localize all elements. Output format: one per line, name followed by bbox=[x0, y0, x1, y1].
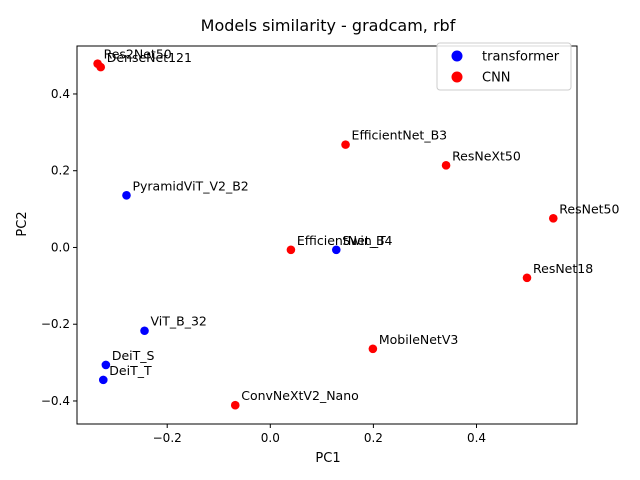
data-point bbox=[522, 273, 532, 283]
data-point bbox=[331, 245, 341, 255]
point-label: ResNet50 bbox=[559, 201, 619, 216]
x-tick-label: 0.4 bbox=[467, 431, 486, 445]
y-axis-label: PC2 bbox=[15, 211, 30, 236]
plot-area: −0.2 0.0 0.2 0.4 −0.4 −0.2 0.0 0.2 0.4 PyramidViT… bbox=[41, 45, 620, 445]
chart-title: Models similarity - gradcam, rbf bbox=[201, 16, 456, 35]
point-label: DeiT_T bbox=[109, 363, 152, 378]
x-axis-label: PC1 bbox=[315, 451, 340, 466]
point-label: Swin_T bbox=[342, 233, 386, 248]
data-point bbox=[341, 140, 350, 149]
legend-entry-label: transformer bbox=[482, 50, 560, 65]
point-label: Res2Net50 bbox=[104, 47, 172, 62]
x-tick-label: 0.2 bbox=[364, 431, 383, 445]
axes-frame bbox=[76, 45, 578, 425]
data-point bbox=[96, 62, 106, 72]
legend-marker bbox=[451, 50, 463, 62]
y-tick-label: 0.0 bbox=[51, 240, 70, 254]
point-label: ResNeXt50 bbox=[452, 148, 521, 163]
data-point bbox=[230, 400, 240, 410]
data-point bbox=[441, 161, 451, 170]
point-label: ConvNeXtV2_Nano bbox=[241, 388, 359, 403]
point-label: DenseNet121 bbox=[107, 50, 192, 65]
point-label: MobileNetV3 bbox=[379, 332, 458, 347]
y-tick-label: −0.2 bbox=[41, 317, 70, 331]
data-point bbox=[101, 360, 111, 370]
data-point bbox=[140, 326, 149, 336]
data-point bbox=[286, 245, 296, 255]
legend-entry-label: CNN bbox=[482, 71, 511, 86]
y-tick-label: 0.2 bbox=[51, 164, 70, 178]
point-label: ViT_B_32 bbox=[151, 314, 207, 329]
legend-box bbox=[436, 42, 572, 91]
legend-marker bbox=[451, 71, 463, 83]
point-label: EfficientNet_B3 bbox=[352, 128, 448, 143]
point-label: PyramidViT_V2_B2 bbox=[132, 178, 248, 193]
data-point bbox=[98, 375, 108, 385]
point-label: DeiT_S bbox=[112, 348, 155, 363]
y-tick-label: 0.4 bbox=[51, 87, 70, 101]
legend: transformer CNN bbox=[436, 42, 572, 91]
x-tick-label: −0.2 bbox=[153, 431, 182, 445]
x-tick-label: 0.0 bbox=[261, 431, 280, 445]
data-point bbox=[548, 214, 558, 223]
data-point bbox=[368, 344, 378, 354]
point-label: EfficientNet_B4 bbox=[297, 233, 393, 248]
point-label: ResNet18 bbox=[533, 261, 593, 276]
data-point bbox=[122, 190, 131, 200]
y-tick-label: −0.4 bbox=[41, 394, 70, 408]
